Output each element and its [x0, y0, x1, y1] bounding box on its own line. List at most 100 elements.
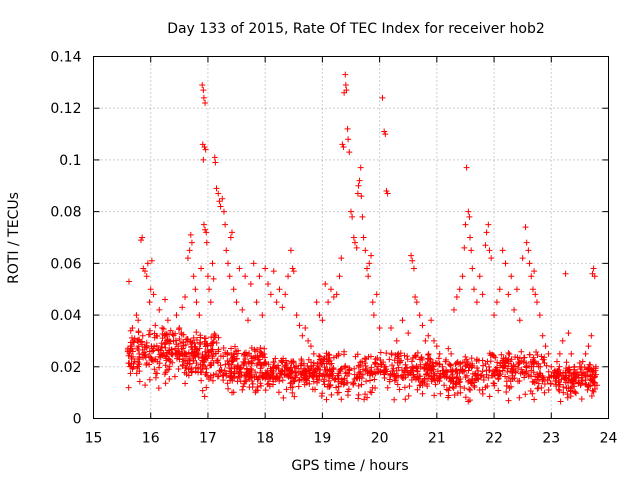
data-point [513, 286, 520, 293]
data-point-dense [401, 384, 408, 391]
data-point-dense [380, 359, 387, 366]
data-point-dense [447, 378, 454, 385]
data-point-dense [406, 383, 413, 390]
data-point-dense [217, 362, 224, 369]
data-point-dense [198, 377, 205, 384]
data-point [488, 255, 495, 262]
data-point-dense [257, 380, 264, 387]
data-point-dense [304, 362, 311, 369]
data-point-dense [457, 360, 464, 367]
data-point-dense [306, 380, 313, 387]
data-point-dense [502, 373, 509, 380]
data-point-dense [355, 382, 362, 389]
data-point [142, 268, 148, 275]
data-point-dense [588, 377, 595, 384]
data-point-dense [197, 361, 204, 368]
data-point [204, 273, 211, 280]
data-point [349, 213, 356, 220]
data-point-dense [579, 372, 586, 379]
data-point-dense [580, 369, 587, 376]
data-point [448, 350, 455, 357]
data-point-dense [197, 332, 204, 339]
data-point-dense [572, 389, 579, 396]
data-point-dense [417, 363, 424, 370]
x-tick-label: 17 [199, 431, 217, 447]
data-point-dense [518, 348, 525, 355]
data-point [222, 221, 229, 228]
data-point-dense [436, 361, 443, 368]
data-point-dense [557, 398, 564, 405]
data-point-dense [166, 363, 173, 370]
data-point [127, 343, 134, 350]
data-point-dense [562, 379, 569, 386]
data-point [200, 156, 207, 163]
data-point-dense [446, 375, 453, 382]
data-point [465, 208, 472, 215]
data-point-dense [210, 333, 217, 340]
data-point-dense [350, 381, 357, 388]
data-point-dense [393, 367, 400, 374]
data-point-dense [229, 355, 236, 362]
data-point [592, 363, 599, 370]
data-point-dense [125, 384, 132, 391]
data-point-dense [545, 386, 552, 393]
data-point-dense [475, 375, 482, 382]
data-point-dense [202, 348, 209, 355]
data-point [193, 299, 200, 306]
data-point-dense [252, 369, 259, 376]
data-point [393, 337, 400, 344]
data-point-dense [341, 364, 348, 371]
data-point-dense [568, 388, 575, 395]
data-point-dense [490, 380, 497, 387]
data-point [184, 255, 191, 262]
data-point-dense [220, 377, 227, 384]
data-point-dense [432, 381, 439, 388]
data-point-dense [190, 334, 197, 341]
data-point [508, 273, 515, 280]
data-point-dense [471, 371, 478, 378]
data-point-dense [434, 368, 441, 375]
data-point-dense [505, 365, 512, 372]
data-point-dense [442, 372, 449, 379]
data-point-dense [512, 369, 519, 376]
data-point-dense [146, 348, 153, 355]
data-point-dense [395, 364, 402, 371]
data-point-dense [151, 366, 158, 373]
data-point [370, 312, 377, 319]
chart-title: Day 133 of 2015, Rate Of TEC Index for r… [167, 21, 545, 37]
data-point-dense [541, 380, 548, 387]
data-point-dense [497, 360, 504, 367]
data-point-dense [249, 360, 256, 367]
data-point-dense [319, 390, 326, 397]
data-point-dense [537, 363, 544, 370]
data-point-dense [224, 349, 231, 356]
data-point-dense [435, 355, 442, 362]
data-point [290, 268, 297, 275]
data-point-dense [367, 388, 374, 395]
data-point-dense [437, 390, 444, 397]
data-point-dense [189, 346, 196, 353]
data-point-dense [419, 378, 426, 385]
y-axis: 0 0.02 0.04 0.06 0.08 0.1 0.12 0.14 [50, 50, 609, 428]
data-point [451, 306, 457, 313]
data-point [226, 273, 233, 280]
data-point-dense [248, 367, 255, 374]
data-point-dense [361, 355, 368, 362]
data-point [339, 141, 346, 148]
data-point-dense [538, 384, 545, 391]
data-point-dense [246, 376, 253, 383]
data-point-dense [193, 329, 200, 336]
data-point-dense [531, 359, 538, 366]
data-point [146, 299, 153, 306]
data-point-dense [241, 359, 248, 366]
data-point-dense [585, 365, 592, 372]
data-point-dense [242, 372, 249, 379]
data-point-dense [329, 372, 336, 379]
data-point-dense [453, 373, 460, 380]
data-point [310, 350, 317, 357]
data-point [531, 268, 538, 275]
data-point [362, 247, 369, 254]
data-point-dense [179, 361, 186, 368]
data-point-dense [355, 395, 362, 402]
